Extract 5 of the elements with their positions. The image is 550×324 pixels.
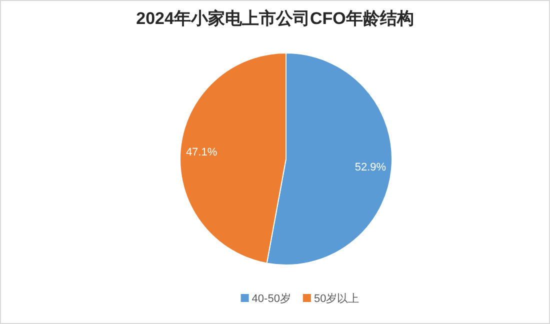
legend-label: 40-50岁 — [252, 293, 291, 305]
data-label: 52.9% — [354, 162, 386, 174]
data-label: 47.1% — [186, 146, 218, 158]
chart-title: 2024年小家电上市公司CFO年龄结构 — [136, 9, 414, 28]
legend-label: 50岁以上 — [314, 292, 360, 305]
